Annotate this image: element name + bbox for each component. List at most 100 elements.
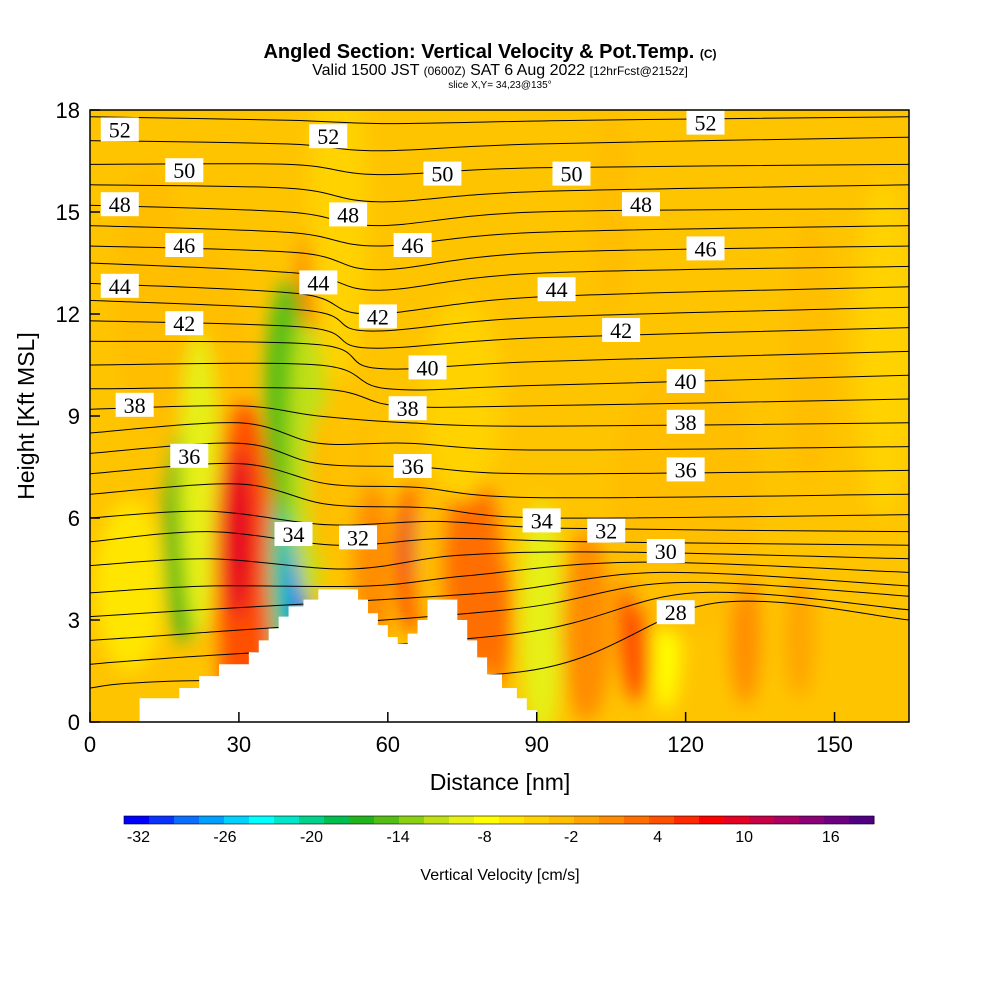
contour-label: 42 bbox=[358, 304, 397, 329]
colorbar-tick-label: 16 bbox=[822, 829, 840, 846]
contour-label: 50 bbox=[423, 161, 462, 187]
isentrope-line bbox=[90, 551, 909, 570]
y-tick-label: 3 bbox=[68, 608, 80, 633]
colorbar-swatch bbox=[324, 816, 350, 824]
contour-label: 38 bbox=[115, 392, 154, 418]
svg-text:48: 48 bbox=[630, 192, 652, 217]
svg-text:52: 52 bbox=[317, 124, 339, 149]
velocity-cell bbox=[854, 178, 909, 518]
isentrope-line bbox=[90, 462, 909, 499]
contour-label: 44 bbox=[537, 277, 576, 302]
svg-text:34: 34 bbox=[283, 522, 305, 547]
velocity-cell bbox=[611, 365, 761, 637]
svg-text:32: 32 bbox=[347, 525, 369, 550]
x-tick-label: 60 bbox=[376, 732, 400, 757]
colorbar-swatch bbox=[174, 816, 200, 824]
colorbar-tick-label: -32 bbox=[127, 829, 150, 846]
contour-label: 40 bbox=[666, 369, 705, 394]
colorbar-label: Vertical Velocity [cm/s] bbox=[420, 867, 579, 884]
svg-text:40: 40 bbox=[675, 369, 697, 394]
svg-text:52: 52 bbox=[694, 111, 716, 136]
isentrope-line bbox=[90, 320, 909, 349]
colorbar: -32 -26 -20 -14 -8 -2 4 10 16 bbox=[123, 815, 875, 846]
isentrope-line bbox=[90, 600, 909, 689]
contour-label: 50 bbox=[165, 158, 204, 183]
svg-text:46: 46 bbox=[694, 236, 716, 261]
y-tick-label: 12 bbox=[56, 302, 80, 327]
svg-text:42: 42 bbox=[173, 311, 195, 336]
contour-label: 44 bbox=[100, 273, 139, 299]
svg-text:46: 46 bbox=[173, 233, 195, 258]
colorbar-swatch bbox=[549, 816, 575, 824]
svg-text:50: 50 bbox=[173, 158, 195, 183]
contour-label: 42 bbox=[165, 311, 204, 336]
contour-label: 34 bbox=[274, 522, 313, 547]
x-axis: 0 30 60 90 120 150 bbox=[84, 712, 853, 757]
valid-time-line: Valid 1500 JST (0600Z) SAT 6 Aug 2022 [1… bbox=[312, 62, 688, 79]
isentrope-line bbox=[90, 184, 909, 203]
colorbar-swatch bbox=[499, 816, 525, 824]
contour-label: 48 bbox=[329, 202, 368, 227]
y-axis-label: Height [Kft MSL] bbox=[13, 332, 39, 499]
y-tick-label: 0 bbox=[68, 710, 80, 735]
isentrope-line bbox=[90, 204, 909, 227]
isentrope-line bbox=[90, 531, 909, 546]
velocity-cell bbox=[519, 501, 565, 722]
chart-title: Angled Section: Vertical Velocity & Pot.… bbox=[263, 41, 716, 63]
isentrope-line bbox=[90, 561, 909, 594]
isentrope-line bbox=[90, 571, 909, 618]
contour-label: 52 bbox=[309, 124, 348, 149]
svg-text:36: 36 bbox=[675, 457, 697, 482]
svg-text:46: 46 bbox=[402, 233, 424, 258]
x-tick-label: 120 bbox=[667, 732, 704, 757]
colorbar-swatch bbox=[824, 816, 850, 824]
velocity-cell bbox=[730, 569, 761, 705]
x-tick-label: 150 bbox=[816, 732, 853, 757]
svg-text:42: 42 bbox=[367, 304, 389, 329]
velocity-cell bbox=[784, 575, 815, 699]
svg-text:28: 28 bbox=[665, 600, 687, 625]
colorbar-tick-label: -8 bbox=[477, 829, 491, 846]
colorbar-swatch bbox=[799, 816, 825, 824]
svg-text:44: 44 bbox=[307, 270, 329, 295]
contour-label: 42 bbox=[602, 318, 641, 343]
y-tick-label: 18 bbox=[56, 98, 80, 123]
colorbar-swatch bbox=[349, 816, 375, 824]
colorbar-swatch bbox=[524, 816, 550, 824]
x-tick-label: 90 bbox=[524, 732, 548, 757]
svg-text:38: 38 bbox=[675, 410, 697, 435]
velocity-cell bbox=[561, 531, 612, 722]
colorbar-swatch bbox=[224, 816, 250, 824]
velocity-cell bbox=[308, 409, 339, 559]
contour-label: 32 bbox=[587, 518, 626, 544]
velocity-cell bbox=[114, 161, 185, 433]
velocity-cell bbox=[224, 450, 254, 620]
colorbar-swatch bbox=[649, 816, 675, 824]
svg-text:48: 48 bbox=[337, 202, 359, 227]
contour-label: 38 bbox=[388, 396, 427, 421]
contour-label: 46 bbox=[686, 236, 725, 261]
colorbar-tick-label: -26 bbox=[213, 829, 236, 846]
contour-label: 32 bbox=[339, 525, 378, 550]
colorbar-swatch bbox=[424, 816, 450, 824]
velocity-cell bbox=[591, 110, 632, 314]
x-tick-label: 0 bbox=[84, 732, 96, 757]
svg-text:32: 32 bbox=[595, 519, 617, 544]
terrain-profile bbox=[139, 589, 537, 722]
y-axis: 0 3 6 9 12 15 18 bbox=[56, 98, 100, 735]
svg-text:38: 38 bbox=[124, 393, 146, 418]
velocity-cell bbox=[482, 552, 512, 688]
colorbar-swatch bbox=[599, 816, 625, 824]
colorbar-tick-label: 4 bbox=[653, 829, 662, 846]
isentrope-line bbox=[90, 591, 909, 665]
colorbar-swatch bbox=[699, 816, 725, 824]
isentrope-line bbox=[90, 581, 909, 641]
slice-line: slice X,Y= 34,23@135° bbox=[448, 80, 551, 91]
colorbar-swatch bbox=[849, 816, 875, 824]
contour-label: 50 bbox=[552, 161, 591, 187]
velocity-cell bbox=[308, 110, 368, 382]
colorbar-swatch bbox=[274, 816, 300, 824]
svg-text:34: 34 bbox=[531, 508, 553, 533]
svg-text:40: 40 bbox=[417, 355, 439, 380]
